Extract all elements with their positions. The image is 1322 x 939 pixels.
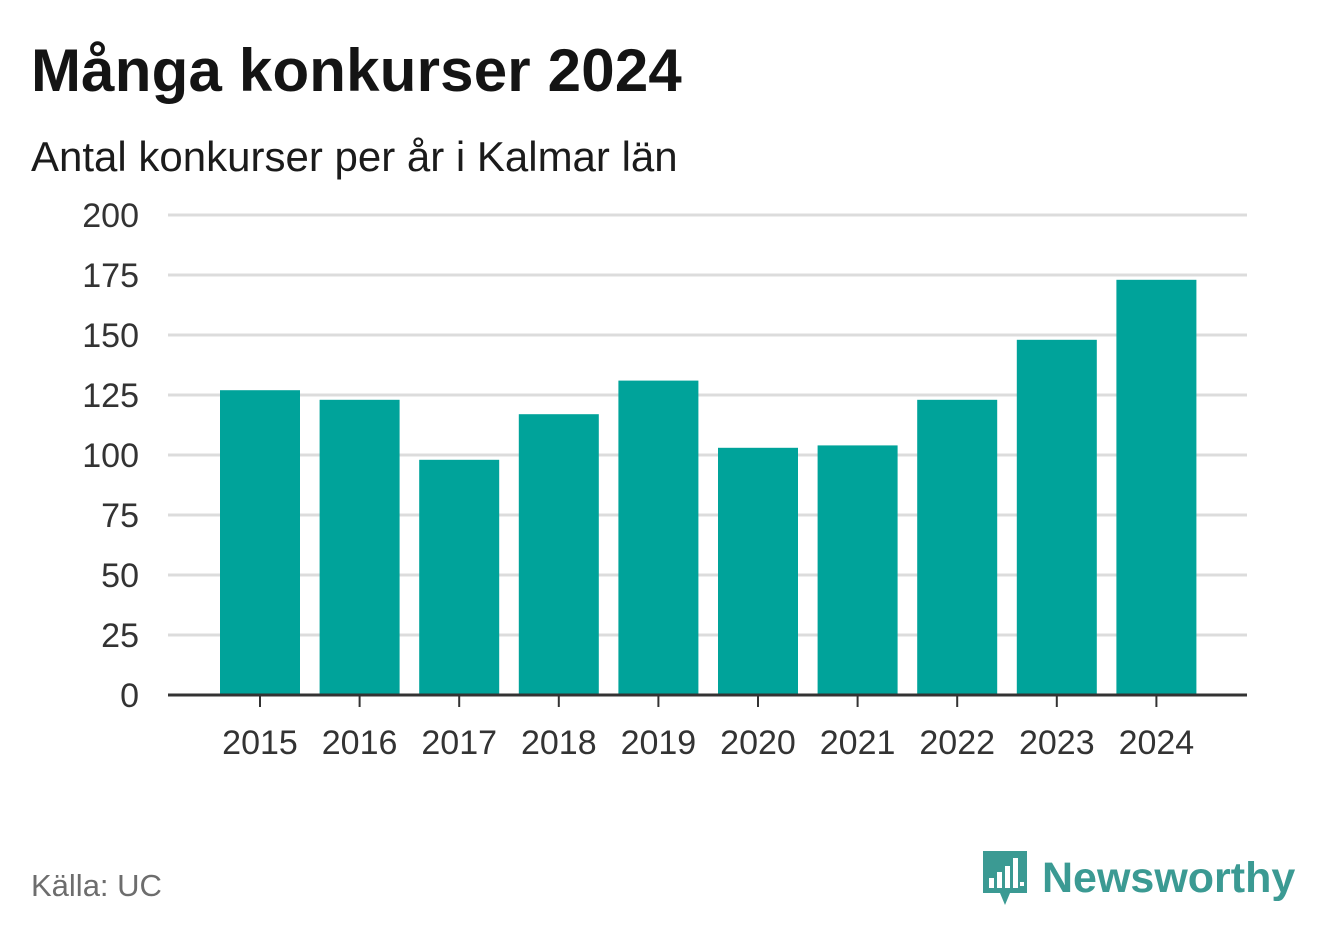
chart-title: Många konkurser 2024 xyxy=(31,37,682,104)
bar-2022 xyxy=(917,399,998,695)
x-tick-label: 2019 xyxy=(621,724,697,762)
bar-2016 xyxy=(319,399,400,695)
y-tick-label: 75 xyxy=(101,497,139,535)
y-tick-label: 175 xyxy=(82,257,139,295)
newsworthy-logo: Newsworthy xyxy=(980,848,1295,908)
bar-2021 xyxy=(817,445,898,695)
x-tick-label: 2023 xyxy=(1019,724,1095,762)
chart-subtitle: Antal konkurser per år i Kalmar län xyxy=(31,133,678,180)
y-axis-ticks: 0 25 50 75 100 125 150 175 200 xyxy=(82,197,139,715)
x-tick-label: 2021 xyxy=(820,724,896,762)
y-tick-label: 100 xyxy=(82,437,139,475)
source-note: Källa: UC xyxy=(31,868,162,903)
x-tick-label: 2020 xyxy=(720,724,796,762)
bar-2020 xyxy=(718,447,798,695)
bar-2018 xyxy=(518,414,599,695)
bar-2017 xyxy=(419,459,500,695)
x-tick-label: 2016 xyxy=(322,724,398,762)
y-tick-label: 150 xyxy=(82,317,139,355)
x-tick-label: 2015 xyxy=(222,724,298,762)
bar-chart-speech-bubble-icon xyxy=(983,851,1027,905)
y-tick-label: 0 xyxy=(120,677,139,715)
bar-2024 xyxy=(1116,279,1197,695)
x-axis-ticks: 2015 2016 2017 2018 2019 2020 2021 2022 2023 2024 xyxy=(222,695,1194,762)
y-tick-label: 50 xyxy=(101,557,139,595)
x-tick-label: 2017 xyxy=(421,724,497,762)
y-tick-label: 200 xyxy=(82,197,139,235)
brand-name: Newsworthy xyxy=(1042,853,1296,902)
bar-2023 xyxy=(1016,339,1097,695)
y-tick-label: 25 xyxy=(101,617,139,655)
x-tick-label: 2022 xyxy=(919,724,995,762)
y-tick-label: 125 xyxy=(82,377,139,415)
x-tick-label: 2024 xyxy=(1119,724,1195,762)
bars xyxy=(220,279,1197,695)
bar-2019 xyxy=(618,380,699,695)
x-tick-label: 2018 xyxy=(521,724,597,762)
bar-2015 xyxy=(220,390,300,695)
